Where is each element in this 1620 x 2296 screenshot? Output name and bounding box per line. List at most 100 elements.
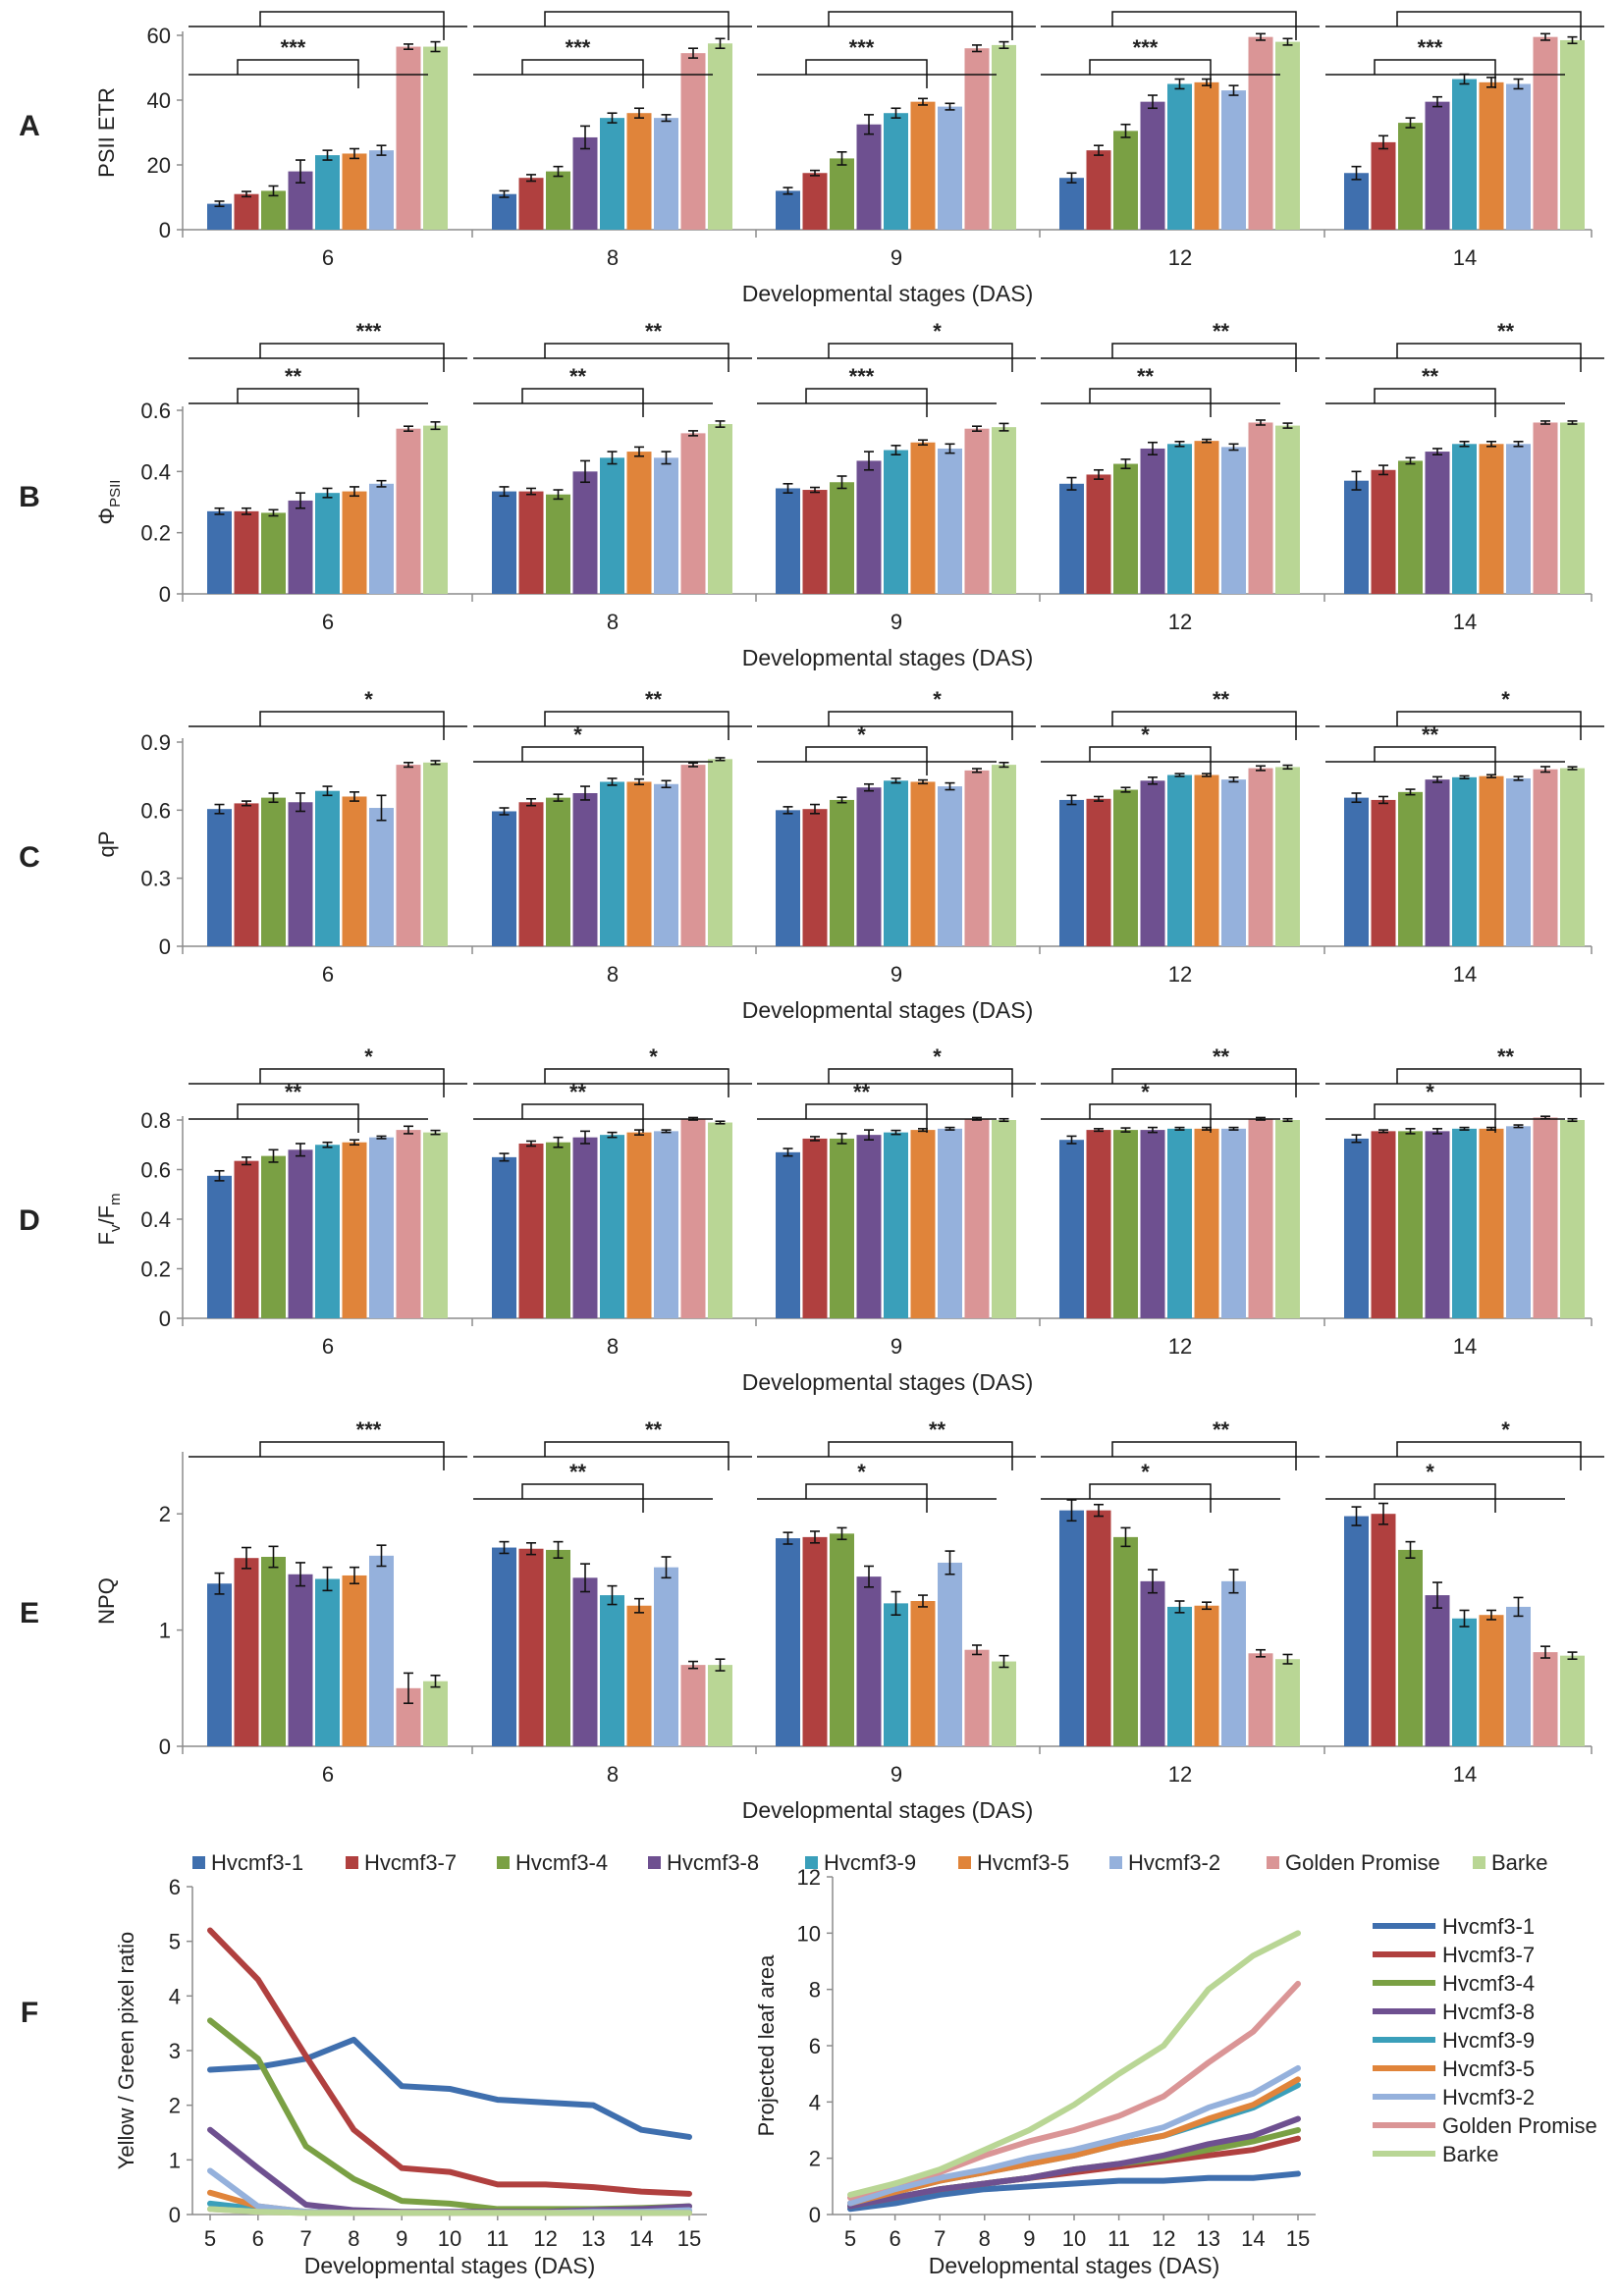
panel-a-sig-bottom-label: *** xyxy=(849,35,875,60)
panel-b-y-label: ΦPSII xyxy=(94,480,124,525)
panel-e-bar-hvcmf3-4-8 xyxy=(546,1549,570,1746)
panel-b-bar-golden-promise-14 xyxy=(1533,422,1558,594)
panel-c-bar-hvcmf3-1-8 xyxy=(492,811,516,946)
panel-e-bar-hvcmf3-2-6 xyxy=(369,1555,394,1746)
panel-f-area-x-tick-label: 14 xyxy=(1241,2226,1265,2251)
panel-c-sig-bottom-bracket xyxy=(1374,746,1496,775)
panel-c-category-label: 6 xyxy=(322,962,334,987)
panel-b-bar-golden-promise-6 xyxy=(396,428,421,594)
panel-c-sig-bottom-label: ** xyxy=(1422,722,1439,747)
panel-c-y-label-main: qP xyxy=(94,831,119,858)
panel-e-sig-bottom-bracket xyxy=(1089,1483,1212,1513)
panel-d-bar-hvcmf3-1-9 xyxy=(776,1151,800,1318)
panel-d-bar-golden-promise-8 xyxy=(680,1118,706,1318)
panel-e-sig-bottom-bracket xyxy=(521,1483,644,1513)
panel-a-bar-hvcmf3-1-12 xyxy=(1059,178,1084,230)
panel-e-bar-hvcmf3-4-9 xyxy=(830,1533,854,1746)
panel-c-bar-hvcmf3-4-14 xyxy=(1398,791,1423,946)
panel-c-category-label: 14 xyxy=(1453,962,1477,987)
panel-a-sig-bottom-bracket xyxy=(1374,59,1496,88)
panel-e-sig-top-label: ** xyxy=(645,1417,663,1442)
bar-legend-label: Hvcmf3-8 xyxy=(667,1850,759,1875)
panel-f-ratio-x-tick-label: 13 xyxy=(581,2226,605,2251)
panel-a-bar-hvcmf3-1-8 xyxy=(492,193,516,230)
panel-e-bar-hvcmf3-8-14 xyxy=(1425,1595,1450,1746)
panel-c-bar-barke-6 xyxy=(423,762,448,946)
bar-legend-label: Hvcmf3-7 xyxy=(364,1850,457,1875)
panel-e-bar-barke-8 xyxy=(708,1665,732,1746)
panel-e-sig-bottom-label: * xyxy=(857,1460,866,1484)
panel-f-area-line-hvcmf3-2 xyxy=(847,2064,1301,2207)
panel-a-bar-hvcmf3-4-9 xyxy=(830,158,854,230)
panel-e-sig-top-label: ** xyxy=(929,1417,946,1442)
panel-f-ratio-x-tick-label: 12 xyxy=(533,2226,557,2251)
panel-d-bar-hvcmf3-2-14 xyxy=(1506,1126,1531,1318)
panel-b-category-label: 8 xyxy=(607,610,619,634)
panel-d-y-label-tail: /F xyxy=(94,1205,119,1225)
panel-e-category-label: 8 xyxy=(607,1762,619,1787)
panel-d-y-label-main: F xyxy=(94,1232,119,1245)
panel-d-bar-hvcmf3-7-6 xyxy=(234,1160,259,1318)
line-legend-label: Hvcmf3-9 xyxy=(1442,2028,1535,2053)
panel-d-sig-top-bracket xyxy=(544,1068,729,1097)
panel-f-area-x-tick-label: 12 xyxy=(1152,2226,1175,2251)
panel-f-area-y-tick-label: 6 xyxy=(809,2034,821,2058)
panel-b-category-label: 9 xyxy=(891,610,902,634)
panel-a-bar-barke-9 xyxy=(992,44,1016,231)
panel-f-ratio-x-tick-label: 8 xyxy=(348,2226,359,2251)
panel-a-bar-hvcmf3-7-6 xyxy=(234,193,259,230)
panel-e-sig-top-bracket xyxy=(1396,1441,1582,1470)
panel-a-sig-bottom-bracket xyxy=(237,59,359,88)
panel-a-bar-hvcmf3-8-14 xyxy=(1425,101,1450,231)
panel-a-bar-hvcmf3-8-9 xyxy=(856,124,882,230)
panel-e-bar-hvcmf3-9-6 xyxy=(315,1578,340,1746)
panel-f-area-x-tick-label: 11 xyxy=(1107,2226,1130,2251)
panel-e-x-label: Developmental stages (DAS) xyxy=(742,1797,1034,1823)
line-legend: Hvcmf3-1 Hvcmf3-7 Hvcmf3-4 Hvcmf3-8 Hvcmf3-9… xyxy=(1373,1914,1597,2166)
panel-a-bar-hvcmf3-7-8 xyxy=(518,178,544,230)
panel-b-sig-bottom-bracket xyxy=(805,388,928,417)
panel-a-sig-bottom-bracket xyxy=(1089,59,1212,88)
panel-d-bar-hvcmf3-9-9 xyxy=(884,1132,908,1318)
panel-e-sig-top-bracket xyxy=(828,1441,1013,1470)
panel-e-bar-barke-9 xyxy=(992,1661,1016,1746)
panel-d-bar-hvcmf3-9-14 xyxy=(1452,1128,1477,1318)
panel-a-sig-top-bracket xyxy=(544,11,729,40)
panel-c-sig-bottom-bracket xyxy=(805,746,928,775)
panel-e-bar-hvcmf3-8-9 xyxy=(856,1576,882,1746)
panel-a-bar-hvcmf3-4-8 xyxy=(546,171,570,230)
panel-c-bar-hvcmf3-4-9 xyxy=(830,799,854,946)
panel-f-area-x-tick-label: 10 xyxy=(1062,2226,1086,2251)
panel-a-bar-hvcmf3-1-14 xyxy=(1344,173,1369,230)
panel-c-sig-top-bracket xyxy=(259,711,445,740)
panel-e-bar-hvcmf3-2-8 xyxy=(654,1567,678,1746)
panel-d-sig-top-bracket xyxy=(259,1068,445,1097)
panel-d-bar-hvcmf3-7-12 xyxy=(1086,1130,1111,1318)
panel-b-category-label: 14 xyxy=(1453,610,1477,634)
panel-c-letter: C xyxy=(19,841,40,874)
panel-b-chart: B00.20.40.6ΦPSII6*****8****9****12****14… xyxy=(19,319,1604,670)
panel-d-bar-hvcmf3-1-14 xyxy=(1344,1138,1369,1318)
panel-d-bar-golden-promise-12 xyxy=(1248,1118,1273,1318)
panel-f-ratio-y-tick-label: 2 xyxy=(169,2094,181,2118)
panel-c-bar-hvcmf3-1-14 xyxy=(1344,797,1369,946)
panel-b-bar-hvcmf3-5-8 xyxy=(626,452,652,594)
panel-d-sig-top-bracket xyxy=(1396,1068,1582,1097)
panel-c-bar-hvcmf3-1-12 xyxy=(1059,799,1084,946)
panel-f-ratio-y-tick-label: 1 xyxy=(169,2148,181,2172)
panel-d-sig-bottom-label: ** xyxy=(853,1080,871,1104)
panel-d-chart: D00.20.40.60.8Fv/Fm6***8***9***12***14**… xyxy=(19,1044,1604,1395)
panel-b-bar-hvcmf3-5-14 xyxy=(1479,444,1504,594)
panel-c-bar-golden-promise-14 xyxy=(1533,769,1558,946)
panel-d-bar-hvcmf3-7-14 xyxy=(1371,1131,1396,1318)
panel-c-bar-hvcmf3-2-9 xyxy=(938,786,962,946)
panel-e-bar-golden-promise-12 xyxy=(1248,1653,1273,1746)
panel-a-sig-bottom-label: *** xyxy=(281,35,306,60)
panel-d-bar-hvcmf3-4-14 xyxy=(1398,1131,1423,1318)
panel-a-sig-top-label: *** xyxy=(925,0,950,12)
panel-e-bar-barke-14 xyxy=(1560,1655,1585,1746)
panel-e-bar-hvcmf3-5-14 xyxy=(1479,1615,1504,1746)
panel-f-area-y-tick-label: 0 xyxy=(809,2203,821,2227)
panel-f-area-y-tick-label: 12 xyxy=(797,1865,821,1890)
panel-e-bar-golden-promise-8 xyxy=(680,1665,706,1746)
